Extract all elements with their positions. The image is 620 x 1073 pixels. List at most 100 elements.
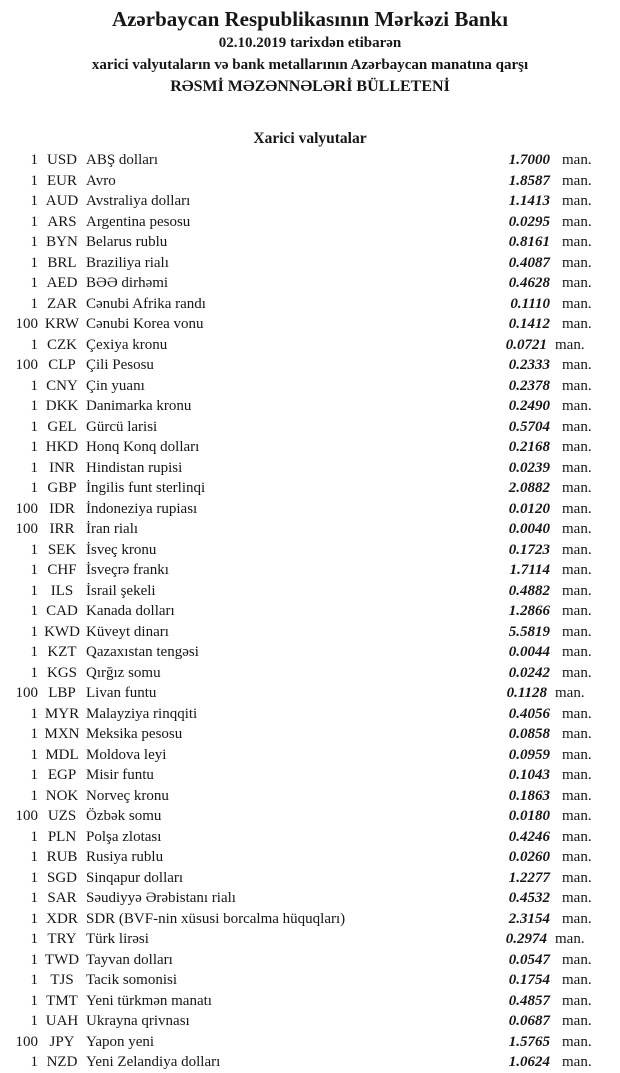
- currency-name: İsrail şekeli: [86, 582, 156, 599]
- quantity-value: 1: [30, 152, 39, 168]
- currency-name: Honq Konq dolları: [86, 439, 200, 455]
- table-row: 1 TMT Yeni türkmən manatı 0.4857 man.: [0, 991, 620, 1012]
- currency-name: Meksika pesosu: [86, 726, 183, 742]
- rate-value: 0.5704: [508, 418, 550, 435]
- currency-name: Argentina pesosu: [86, 213, 191, 230]
- table-row: 1 MDL Moldova leyi 0.0959 man.: [0, 745, 620, 766]
- unit-label: man.: [562, 869, 592, 886]
- quantity-value: 1: [30, 459, 39, 476]
- unit-label: man.: [562, 275, 592, 291]
- currency-code: EUR: [47, 172, 77, 189]
- quantity-value: 1: [30, 582, 39, 599]
- rate-value: 1.7114: [509, 562, 550, 578]
- currency-name: Qırğız somu: [86, 664, 161, 681]
- currency-name: İndoneziya rupiası: [86, 500, 198, 517]
- currency-name: Yapon yeni: [86, 1033, 155, 1050]
- unit-label: man.: [562, 480, 592, 496]
- section-title-foreign-currencies: Xarici valyutalar: [253, 130, 367, 147]
- table-row: 1 SAR Səudiyyə Ərəbistanı rialı 0.4532 m…: [0, 888, 620, 909]
- rate-value: 1.0624: [508, 1054, 550, 1070]
- document-header: Azərbaycan Respublikasının Mərkəzi Bankı…: [0, 0, 620, 98]
- currency-name: Küveyt dinarı: [86, 623, 169, 640]
- unit-label: man.: [562, 459, 592, 476]
- unit-label: man.: [562, 254, 592, 271]
- rate-value: 0.1412: [508, 316, 550, 332]
- rate-value: 0.4532: [508, 890, 550, 906]
- table-row: 1 KZT Qazaxıstan tengəsi 0.0044 man.: [0, 642, 620, 663]
- table-row: 1 EGP Misir funtu 0.1043 man.: [0, 765, 620, 786]
- unit-label: man.: [562, 357, 592, 373]
- currency-code: GBP: [47, 480, 77, 496]
- rate-value: 0.0687: [508, 1013, 550, 1029]
- quantity-value: 1: [30, 992, 39, 1009]
- currency-name: Çili Pesosu: [86, 357, 154, 373]
- quantity-value: 1: [30, 849, 39, 865]
- rate-value: 0.0295: [508, 213, 550, 230]
- unit-label: man.: [562, 521, 592, 537]
- currency-name: İsveç kronu: [86, 541, 157, 558]
- rate-value: 0.2378: [508, 377, 550, 394]
- rate-value: 0.0858: [508, 726, 550, 742]
- currency-code: CHF: [47, 562, 77, 578]
- table-row: 1 PLN Polşa zlotası 0.4246 man.: [0, 827, 620, 848]
- currency-name: Misir funtu: [86, 767, 154, 783]
- exchange-rates-table: 1 USD ABŞ dolları 1.7000 man. 1 EUR Avro…: [0, 150, 620, 1073]
- table-row: 100 LBP Livan funtu 0.1128 man.: [0, 683, 620, 704]
- unit-label: man.: [562, 1033, 592, 1050]
- table-row: 1 HKD Honq Konq dolları 0.2168 man.: [0, 437, 620, 458]
- table-row: 1 NOK Norveç kronu 0.1863 man.: [0, 786, 620, 807]
- unit-label: man.: [562, 767, 592, 783]
- quantity-value: 1: [30, 275, 39, 291]
- unit-label: man.: [562, 193, 592, 209]
- unit-label: man.: [562, 377, 592, 394]
- unit-label: man.: [562, 562, 592, 578]
- bank-name-title: Azərbaycan Respublikasının Mərkəzi Bankı: [111, 7, 509, 31]
- rate-value: 0.1723: [508, 541, 550, 558]
- currency-code: TRY: [47, 931, 77, 947]
- unit-label: man.: [562, 951, 592, 968]
- quantity-value: 1: [30, 562, 39, 578]
- table-row: 1 AED BƏƏ dirhəmi 0.4628 man.: [0, 273, 620, 294]
- table-row: 1 MYR Malayziya rinqqiti 0.4056 man.: [0, 704, 620, 725]
- table-row: 1 ILS İsrail şekeli 0.4882 man.: [0, 581, 620, 602]
- currency-name: Norveç kronu: [86, 787, 169, 804]
- rate-value: 2.0882: [508, 480, 550, 496]
- rate-value: 0.4246: [508, 828, 550, 845]
- table-row: 100 IRR İran rialı 0.0040 man.: [0, 519, 620, 540]
- rate-value: 0.0120: [508, 500, 550, 517]
- rate-value: 0.0044: [508, 644, 550, 660]
- rate-value: 0.0242: [508, 664, 550, 681]
- rate-value: 1.8587: [508, 172, 550, 189]
- currency-name: Ukrayna qrivnası: [86, 1013, 190, 1029]
- quantity-value: 1: [30, 664, 39, 681]
- scope-line: xarici valyutaların və bank metallarının…: [91, 57, 529, 73]
- table-row: 1 GEL Gürcü larisi 0.5704 man.: [0, 417, 620, 438]
- currency-code: CNY: [46, 377, 78, 394]
- quantity-value: 1: [30, 972, 39, 988]
- rate-value: 0.2333: [508, 357, 550, 373]
- currency-name: Tacik somonisi: [86, 972, 178, 988]
- currency-name: Belarus rublu: [86, 234, 168, 250]
- rate-value: 0.4056: [508, 705, 550, 722]
- rate-value: 1.2866: [508, 603, 550, 619]
- currency-code: LBP: [48, 685, 76, 701]
- table-row: 1 TWD Tayvan dolları 0.0547 man.: [0, 950, 620, 971]
- unit-label: man.: [562, 152, 592, 168]
- currency-code: SAR: [47, 890, 77, 906]
- rate-value: 0.0721: [505, 336, 547, 353]
- rate-value: 1.1413: [508, 193, 550, 209]
- table-row: 1 ZAR Cənubi Afrika randı 0.1110 man.: [0, 294, 620, 315]
- rate-value: 0.0547: [508, 951, 550, 968]
- quantity-value: 1: [30, 746, 39, 763]
- table-row: 100 KRW Cənubi Korea vonu 0.1412 man.: [0, 314, 620, 335]
- unit-label: man.: [562, 746, 592, 763]
- currency-code: DKK: [45, 398, 79, 414]
- currency-name: ABŞ dolları: [86, 152, 159, 168]
- quantity-value: 100: [15, 316, 39, 332]
- currency-code: NOK: [45, 787, 79, 804]
- quantity-value: 1: [30, 869, 39, 886]
- table-row: 1 KGS Qırğız somu 0.0242 man.: [0, 663, 620, 684]
- quantity-value: 1: [30, 213, 39, 230]
- currency-name: Sinqapur dolları: [86, 869, 184, 886]
